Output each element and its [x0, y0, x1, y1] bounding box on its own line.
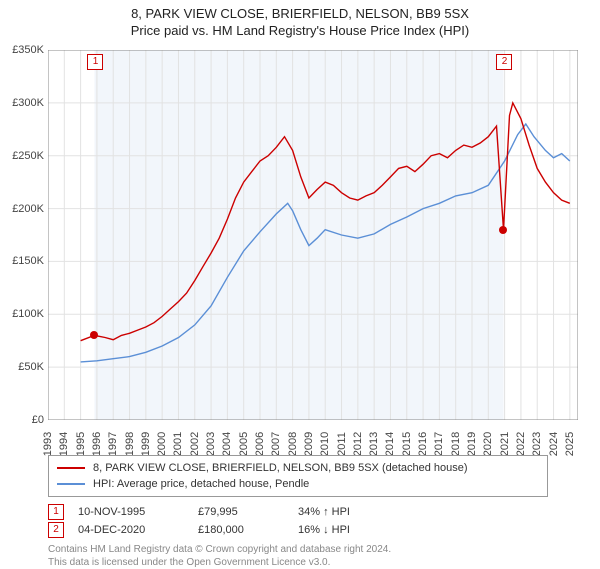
x-tick-label: 1999 [140, 432, 152, 456]
x-tick-label: 1994 [58, 432, 70, 456]
x-tick-label: 2014 [384, 432, 396, 456]
x-tick-label: 1996 [91, 432, 103, 456]
license-line1: Contains HM Land Registry data © Crown c… [48, 543, 548, 556]
sale-dot [90, 331, 98, 339]
x-tick-label: 2024 [548, 432, 560, 456]
sale-price: £79,995 [198, 506, 298, 518]
x-tick-label: 2000 [156, 432, 168, 456]
x-tick-label: 1997 [107, 432, 119, 456]
x-tick-label: 2019 [466, 432, 478, 456]
sale-price: £180,000 [198, 524, 298, 536]
legend-row: 8, PARK VIEW CLOSE, BRIERFIELD, NELSON, … [57, 460, 539, 476]
x-tick-label: 2018 [450, 432, 462, 456]
sale-date: 10-NOV-1995 [78, 506, 198, 518]
title-main: 8, PARK VIEW CLOSE, BRIERFIELD, NELSON, … [0, 6, 600, 21]
y-tick-label: £350K [0, 44, 44, 56]
y-tick-label: £250K [0, 150, 44, 162]
x-tick-label: 2017 [433, 432, 445, 456]
sale-dot [499, 226, 507, 234]
title-sub: Price paid vs. HM Land Registry's House … [0, 23, 600, 38]
x-tick-label: 2022 [515, 432, 527, 456]
x-tick-label: 1993 [42, 432, 54, 456]
sale-pct: 16% ↓ HPI [298, 524, 418, 536]
x-tick-label: 2001 [172, 432, 184, 456]
y-tick-label: £200K [0, 203, 44, 215]
x-tick-label: 2015 [401, 432, 413, 456]
y-tick-label: £50K [0, 361, 44, 373]
legend-label: 8, PARK VIEW CLOSE, BRIERFIELD, NELSON, … [93, 462, 468, 474]
legend-row: HPI: Average price, detached house, Pend… [57, 476, 539, 492]
x-tick-label: 2021 [499, 432, 511, 456]
legend-label: HPI: Average price, detached house, Pend… [93, 478, 309, 490]
legend-swatch [57, 467, 85, 469]
x-tick-label: 2009 [303, 432, 315, 456]
sale-marker: 2 [496, 54, 512, 70]
sale-idx: 2 [48, 522, 64, 538]
x-tick-label: 2008 [287, 432, 299, 456]
license-line2: This data is licensed under the Open Gov… [48, 556, 548, 569]
chart-area: £0£50K£100K£150K£200K£250K£300K£350K 199… [48, 50, 578, 420]
legend-section: 8, PARK VIEW CLOSE, BRIERFIELD, NELSON, … [48, 455, 548, 569]
license-text: Contains HM Land Registry data © Crown c… [48, 543, 548, 569]
sale-marker: 1 [87, 54, 103, 70]
sales-table: 1 10-NOV-1995£79,99534% ↑ HPI 2 04-DEC-2020… [48, 503, 548, 539]
x-tick-label: 2025 [564, 432, 576, 456]
x-tick-label: 2007 [270, 432, 282, 456]
sale-row: 2 04-DEC-2020£180,00016% ↓ HPI [48, 521, 548, 539]
y-tick-label: £150K [0, 255, 44, 267]
x-tick-label: 2023 [531, 432, 543, 456]
x-tick-label: 2005 [238, 432, 250, 456]
sale-date: 04-DEC-2020 [78, 524, 198, 536]
chart-svg [48, 50, 578, 420]
x-tick-label: 2013 [368, 432, 380, 456]
x-tick-label: 2020 [482, 432, 494, 456]
sale-pct: 34% ↑ HPI [298, 506, 418, 518]
y-tick-label: £0 [0, 414, 44, 426]
x-tick-label: 2011 [336, 432, 348, 456]
x-tick-label: 2010 [319, 432, 331, 456]
chart-container: 8, PARK VIEW CLOSE, BRIERFIELD, NELSON, … [0, 0, 600, 560]
x-tick-label: 2002 [189, 432, 201, 456]
x-tick-label: 2004 [221, 432, 233, 456]
legend-swatch [57, 483, 85, 485]
y-tick-label: £100K [0, 308, 44, 320]
x-tick-label: 2012 [352, 432, 364, 456]
sale-idx: 1 [48, 504, 64, 520]
sale-row: 1 10-NOV-1995£79,99534% ↑ HPI [48, 503, 548, 521]
x-tick-label: 1995 [75, 432, 87, 456]
x-tick-label: 2006 [254, 432, 266, 456]
title-block: 8, PARK VIEW CLOSE, BRIERFIELD, NELSON, … [0, 0, 600, 38]
x-tick-label: 2016 [417, 432, 429, 456]
y-tick-label: £300K [0, 97, 44, 109]
x-tick-label: 1998 [124, 432, 136, 456]
x-tick-label: 2003 [205, 432, 217, 456]
legend-box: 8, PARK VIEW CLOSE, BRIERFIELD, NELSON, … [48, 455, 548, 497]
